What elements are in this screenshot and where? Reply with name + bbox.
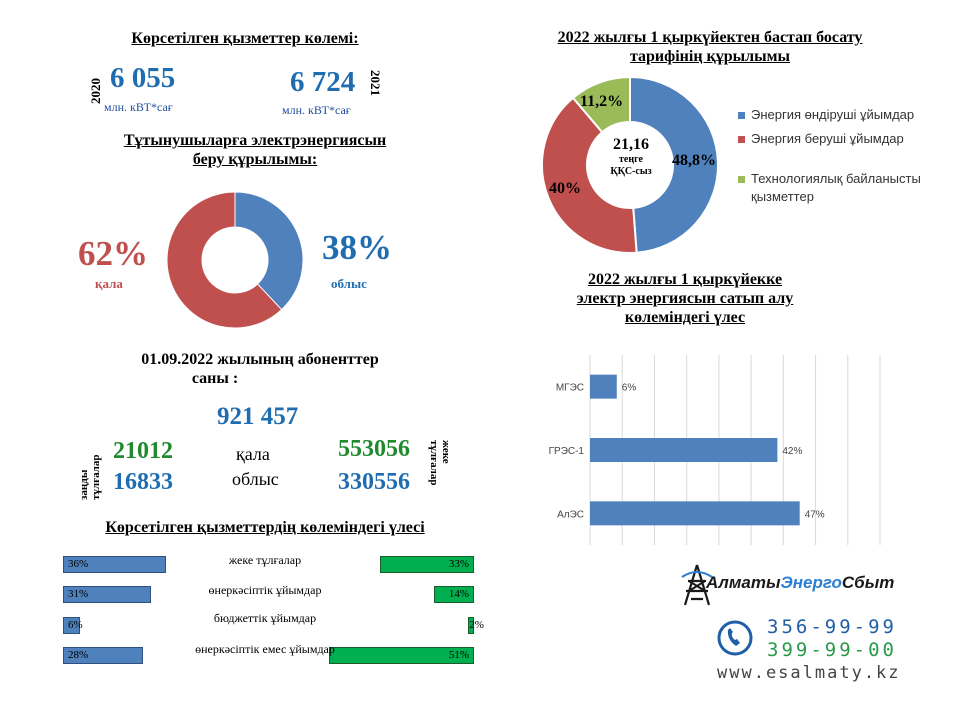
individual-label-line1: жеке	[440, 440, 452, 464]
tariff-slice-generation	[629, 75, 719, 254]
purchase-value-label: 47%	[805, 509, 825, 520]
tariff-title-line2: тарифінің құрылымы	[629, 48, 791, 65]
legal-label-line1: заңды	[78, 469, 90, 500]
purchase-category-label: МГЭС	[556, 383, 584, 394]
legend-swatch-technological	[738, 176, 745, 183]
individual-region-count: 330556	[338, 469, 410, 495]
individuals-label: жеке тұлғалар	[428, 440, 452, 500]
donut-slice-city	[166, 191, 283, 329]
legend-label-transmission: Энергия беруші ұйымдар	[751, 131, 904, 146]
legal-region-count: 16833	[113, 469, 173, 495]
individual-label-line2: тұлғалар	[428, 440, 440, 486]
legend-swatch-transmission	[738, 136, 745, 143]
tariff-title: 2022 жылғы 1 қыркүйектен бастап босату т…	[515, 28, 905, 66]
phone-number-1[interactable]: 356-99-99	[767, 616, 897, 638]
consumer-structure-title-line2: беру құрылымы:	[192, 151, 318, 168]
purchase-title-line2: электр энергиясын сатып алу	[576, 290, 794, 307]
purchase-category-label: АлЭС	[557, 509, 584, 520]
purchase-category-label: ГРЭС-1	[549, 446, 585, 457]
purchase-title: 2022 жылғы 1 қыркүйекке электр энергиясы…	[520, 270, 850, 327]
individual-city-count: 553056	[338, 436, 410, 462]
share-category-label: өнеркәсіптік емес ұйымдар	[195, 642, 335, 656]
phone-number-2[interactable]: 399-99-00	[767, 639, 897, 661]
tariff-center-currency: теңге	[619, 154, 643, 165]
volume-2020-value: 6 055	[110, 62, 176, 94]
subscribers-total: 921 457	[217, 403, 299, 430]
share-category-label: өнеркәсіптік ұйымдар	[208, 583, 322, 597]
volume-2021-value: 6 724	[290, 66, 356, 98]
region-word: облыс	[232, 469, 279, 489]
share-bar-right: 2%	[468, 617, 484, 634]
website-link[interactable]: www.esalmaty.kz	[717, 663, 901, 683]
legend-label-generation: Энергия өндіруші ұйымдар	[751, 107, 915, 122]
share-category-label: бюджеттік ұйымдар	[213, 611, 317, 625]
purchase-title-line1: 2022 жылғы 1 қыркүйекке	[587, 271, 783, 288]
subscribers-title-line2: саны :	[191, 370, 239, 387]
legend-item-technological: Технологиялық байланысты қызметтер	[738, 170, 938, 206]
share-bar-left: 28%	[63, 647, 143, 664]
legend-item-generation: Энергия өндіруші ұйымдар	[738, 106, 938, 124]
power-tower-icon	[681, 564, 713, 606]
donut-slice-region	[234, 191, 304, 311]
purchase-bar	[590, 438, 778, 462]
purchase-value-label: 6%	[622, 383, 637, 394]
consumer-donut-chart	[166, 191, 304, 329]
legal-entities-label: заңды тұлғалар	[78, 440, 102, 500]
city-word: қала	[236, 444, 270, 464]
tariff-center-vat: ҚҚС-сыз	[610, 166, 652, 177]
purchase-title-line3: көлеміндегі үлес	[624, 309, 746, 326]
brand-part-2: Энерго	[780, 573, 842, 592]
city-label: қала	[95, 276, 123, 291]
region-label: облыс	[331, 276, 367, 291]
volume-title: Көрсетілген қызметтер көлемі:	[131, 30, 359, 47]
tariff-label-transmission: 40%	[549, 180, 581, 197]
purchase-bar-chart: МГЭС 6% ГРЭС-1 42% АлЭС 47%	[549, 355, 881, 545]
share-bar-left: 6%	[63, 617, 83, 634]
tariff-donut-chart	[541, 75, 719, 254]
brand-part-3: Сбыт	[841, 573, 895, 592]
legend-label-technological: Технологиялық байланысты қызметтер	[751, 171, 921, 204]
service-share-title: Көрсетілген қызметтердің көлеміндегі үле…	[105, 519, 425, 536]
year-2020-label: 2020	[88, 78, 103, 104]
purchase-bar	[590, 501, 800, 526]
brand-name: АлматыЭнергоСбыт	[706, 573, 894, 593]
share-bar-left: 31%	[63, 586, 152, 603]
share-bar-right: 33%	[379, 556, 474, 573]
legal-label-line2: тұлғалар	[90, 454, 102, 500]
volume-2021-unit: млн. кВТ*сағ	[282, 103, 351, 117]
purchase-value-label: 42%	[782, 446, 802, 457]
purchase-bar	[590, 374, 617, 399]
brand-part-1: Алматы	[706, 573, 781, 592]
consumer-structure-title: Тұтынушыларға электрэнергиясын беру құры…	[70, 131, 440, 169]
share-category-label: жеке тұлғалар	[228, 553, 302, 567]
legend-swatch-generation	[738, 112, 745, 119]
city-percent: 62%	[78, 234, 148, 273]
subscribers-title: 01.09.2022 жылының абоненттер саны :	[90, 350, 430, 388]
share-bar-right: 14%	[434, 586, 474, 603]
region-percent: 38%	[322, 228, 392, 267]
tariff-label-generation: 48,8%	[672, 152, 716, 169]
phone-icon	[717, 620, 753, 656]
volume-2020-unit: млн. кВТ*сағ	[104, 100, 173, 114]
legal-city-count: 21012	[113, 438, 173, 464]
consumer-structure-title-line1: Тұтынушыларға электрэнергиясын	[123, 132, 387, 149]
tariff-center-label: 21,16 теңге ҚҚС-сыз	[596, 136, 666, 178]
tariff-slice-transmission	[541, 96, 638, 254]
subscribers-title-line1: 01.09.2022 жылының абоненттер	[141, 351, 379, 368]
tariff-legend: Энергия өндіруші ұйымдар Энергия беруші …	[738, 106, 938, 206]
share-bar-right: 51%	[328, 647, 474, 664]
year-2021-label: 2021	[368, 70, 383, 96]
tariff-slice-technological	[571, 75, 631, 134]
share-bar-left: 36%	[63, 556, 166, 573]
tariff-title-line1: 2022 жылғы 1 қыркүйектен бастап босату	[557, 29, 863, 46]
tariff-center-value: 21,16	[613, 136, 649, 153]
legend-item-transmission: Энергия беруші ұйымдар	[738, 130, 938, 148]
tariff-label-technological: 11,2%	[580, 93, 624, 110]
